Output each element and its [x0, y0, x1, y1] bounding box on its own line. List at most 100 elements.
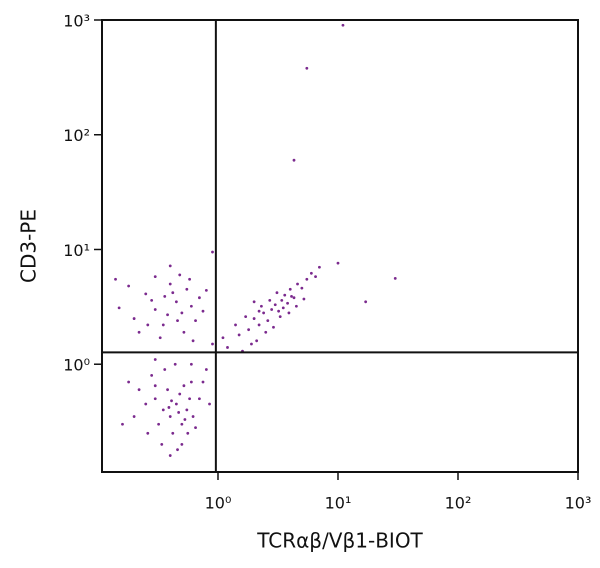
event-dot [163, 368, 167, 371]
event-dot [221, 336, 225, 340]
event-dot [201, 309, 205, 313]
event-dot [290, 295, 293, 298]
x-tick-label: 10³ [565, 494, 592, 513]
event-dot [153, 384, 157, 388]
event-dot [127, 284, 131, 288]
event-dot [191, 339, 195, 343]
event-dot [176, 448, 179, 452]
event-dot [137, 330, 141, 334]
event-dot [309, 271, 313, 275]
event-dot [211, 250, 214, 254]
event-dot [182, 384, 186, 388]
x-tick-label: 10¹ [325, 494, 352, 513]
event-dot [153, 275, 157, 279]
event-dot [146, 323, 150, 327]
event-dot [257, 309, 261, 313]
event-dot [318, 265, 321, 269]
x-tick-label: 10² [445, 494, 472, 513]
event-dot [161, 408, 165, 412]
event-dot [132, 317, 136, 320]
event-dot [393, 276, 397, 280]
event-dot [188, 397, 192, 401]
event-dot [292, 158, 296, 162]
event-dot [302, 297, 306, 301]
event-dot [188, 277, 192, 281]
event-dot [180, 422, 184, 426]
event-dot [167, 406, 171, 409]
event-dot [252, 300, 256, 304]
event-dot [163, 295, 167, 298]
event-dot [127, 380, 131, 384]
event-dot [283, 293, 287, 297]
event-dot [314, 275, 317, 279]
event-dot [281, 306, 285, 310]
event-dot [166, 313, 169, 317]
event-dot [247, 328, 251, 332]
event-dot [158, 336, 162, 340]
event-dot [161, 323, 165, 327]
event-dot [174, 300, 178, 304]
x-axis-title: TCRαβ/Vβ1-BIOT [256, 529, 423, 553]
event-dot [186, 431, 190, 435]
event-dot [189, 304, 193, 308]
event-dot [194, 319, 197, 322]
event-dot [189, 380, 193, 384]
event-dot [255, 339, 259, 343]
event-dot [257, 323, 261, 327]
event-dot [260, 304, 263, 308]
event-dot [117, 306, 121, 310]
event-dot [288, 287, 292, 291]
event-dot [178, 273, 182, 277]
event-dot [198, 397, 201, 401]
event-dot [244, 315, 248, 319]
event-dot [272, 325, 275, 329]
event-dot [364, 300, 368, 304]
event-dot [153, 308, 157, 311]
event-dot [294, 304, 298, 308]
event-dot [144, 402, 148, 406]
event-dot [336, 261, 340, 265]
event-dot [296, 282, 299, 286]
event-dot [198, 296, 201, 300]
event-dot [252, 317, 256, 320]
event-dot [166, 388, 169, 392]
event-dot [146, 431, 150, 435]
y-axis-title: CD3-PE [17, 209, 41, 283]
event-dot [121, 422, 124, 426]
event-dot [211, 342, 214, 346]
event-dot [189, 362, 193, 366]
event-dot [268, 298, 272, 302]
event-dot [300, 286, 304, 290]
y-tick-label: 10³ [63, 12, 90, 31]
y-tick-label: 10¹ [63, 241, 90, 260]
event-dot [168, 282, 172, 286]
event-dot [226, 346, 229, 349]
event-dot [171, 291, 175, 295]
plot-frame [101, 19, 579, 473]
event-dot [185, 408, 189, 412]
event-dot [201, 380, 205, 384]
event-dot [168, 454, 172, 457]
event-dot [237, 333, 241, 337]
event-dot [191, 415, 195, 418]
event-dot [273, 303, 277, 307]
event-dot [150, 373, 154, 377]
event-dot [194, 426, 197, 430]
event-dot [177, 411, 181, 414]
y-tick-label: 10⁰ [63, 356, 90, 375]
event-dot [132, 415, 136, 418]
event-dot [250, 342, 253, 346]
event-dot [264, 330, 268, 334]
event-dot [204, 368, 208, 371]
event-dot [234, 323, 237, 327]
event-dot [204, 288, 208, 292]
event-dot [341, 23, 345, 27]
event-dot [278, 315, 282, 319]
event-dot [114, 277, 117, 281]
event-dot [153, 358, 157, 361]
event-dot [150, 298, 154, 302]
event-dot [173, 362, 177, 366]
event-dot [180, 443, 184, 446]
event-dot [287, 311, 291, 315]
